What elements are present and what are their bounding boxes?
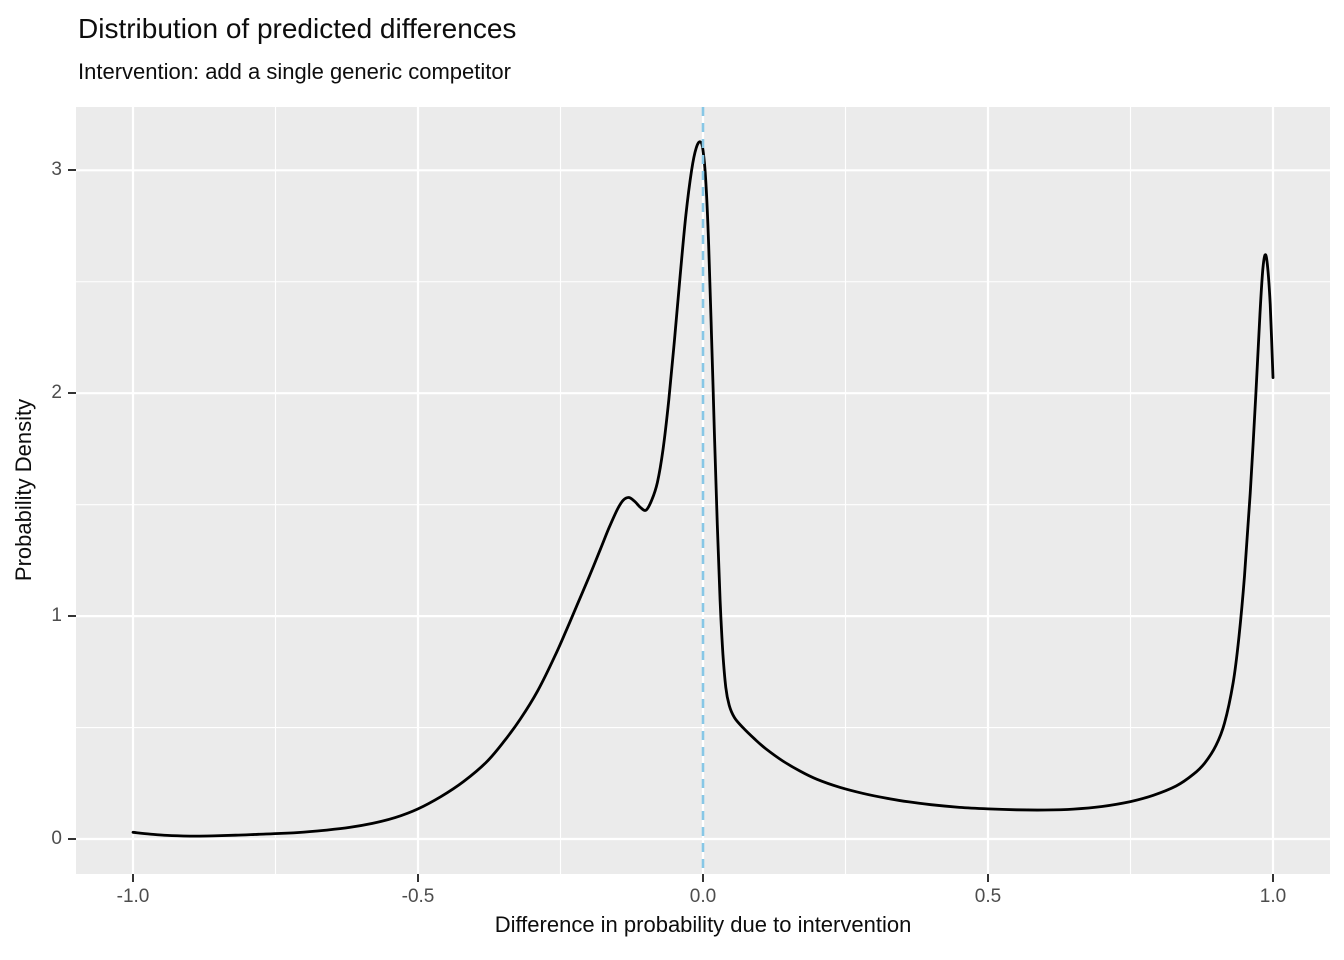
x-axis-tick-mark — [1272, 874, 1274, 882]
y-axis-title: Probability Density — [11, 398, 36, 582]
x-axis-tick-label: 0.5 — [974, 886, 1002, 907]
y-axis-tick-mark — [68, 169, 76, 172]
density-curve — [131, 140, 1275, 838]
x-axis-tick-label: -0.5 — [401, 886, 435, 907]
x-axis-tick-mark — [702, 874, 704, 882]
x-axis-tick-mark — [417, 874, 419, 882]
x-axis-tick-label: -1.0 — [116, 886, 150, 907]
plot-title: Distribution of predicted differences — [78, 13, 517, 44]
y-axis-tick-mark — [68, 392, 76, 395]
y-axis-tick-mark — [68, 838, 76, 840]
y-axis-tick-label: 2 — [51, 382, 62, 404]
y-axis-tick-mark — [68, 615, 76, 618]
plot-panel — [76, 107, 1330, 874]
x-axis-tick-label: 0.0 — [689, 886, 717, 907]
x-axis-title: Difference in probability due to interve… — [494, 912, 912, 937]
x-axis-tick-mark — [987, 874, 989, 882]
plot-canvas — [76, 107, 1330, 874]
x-axis-tick-label: 1.0 — [1259, 886, 1287, 907]
y-axis-tick-label: 0 — [51, 828, 62, 849]
plot-subtitle: Intervention: add a single generic compe… — [78, 59, 511, 84]
y-axis-tick-label: 1 — [51, 605, 62, 627]
y-axis-tick-label: 3 — [51, 159, 62, 181]
x-axis-tick-mark — [132, 874, 134, 882]
